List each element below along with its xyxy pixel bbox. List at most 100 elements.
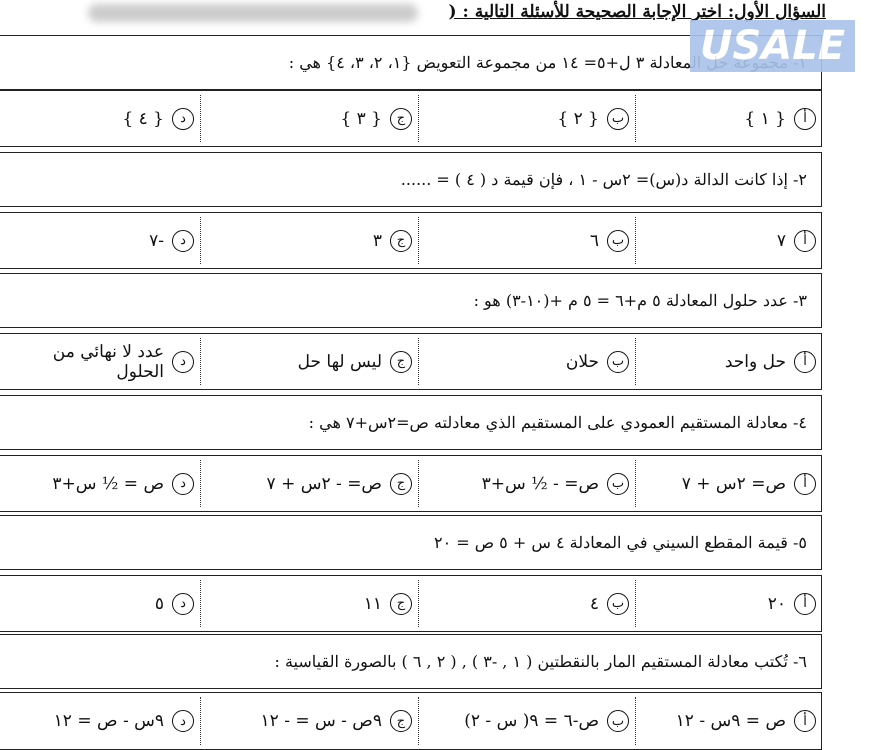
option-letter: ج — [390, 350, 412, 373]
option-text: { ٣ } — [340, 108, 382, 129]
option-letter: ب — [607, 350, 629, 373]
option-text: ١١ — [363, 593, 382, 614]
question-text: ٤- معادلة المستقيم العمودي على المستقيم … — [0, 395, 822, 450]
option-text: ص = ٩س - ١٢ — [675, 711, 786, 731]
option: أ ص= ٢س + ٧ — [635, 456, 822, 511]
option: د -٧ — [0, 213, 200, 268]
option-letter: أ — [794, 107, 816, 130]
option-text: ص = ½ س+٣ — [52, 473, 164, 494]
option-letter: د — [172, 350, 194, 373]
option-text: ٧ — [776, 230, 786, 251]
option-text: ٩ص - س = - ١٢ — [260, 711, 382, 731]
separator — [418, 217, 419, 264]
separator — [200, 580, 201, 627]
options-row: أ حل واحد ب حلان ج ليس لها حل د عدد لا نهائي من… — [0, 333, 822, 390]
option-text: { ٢ } — [557, 108, 599, 129]
options-row: أ { ١ } ب { ٢ } ج { ٣ } د { ٤ } — [0, 90, 822, 147]
option: أ حل واحد — [635, 334, 822, 389]
option-letter: د — [172, 107, 194, 130]
option: أ { ١ } — [635, 91, 822, 146]
option-text: ٦ — [589, 230, 599, 251]
question-text: ٣- عدد حلول المعادلة ٥ م+٦ = ٥ م +(١٠-٣)… — [0, 273, 822, 328]
option-letter: د — [172, 710, 194, 732]
header-title: السؤال الأول: اختر الإجابة الصحيحة للأسئ… — [448, 2, 826, 22]
option: ب ص= - ½ س+٣ — [418, 456, 635, 511]
option-text: عدد لا نهائي من الحلول — [52, 341, 165, 382]
option-letter: ب — [607, 710, 629, 732]
option-letter: ب — [607, 592, 629, 615]
option-text: ص= - ٢س + ٧ — [266, 473, 382, 494]
option: ب { ٢ } — [418, 91, 635, 146]
option-text: -٧ — [149, 230, 164, 251]
option: ج { ٣ } — [200, 91, 418, 146]
separator — [200, 460, 201, 507]
separator — [200, 95, 201, 142]
option-letter: د — [172, 229, 194, 252]
option: أ ص = ٩س - ١٢ — [635, 693, 822, 749]
option: د عدد لا نهائي من الحلول — [0, 334, 200, 389]
option-letter: ب — [607, 107, 629, 130]
option: ب حلان — [418, 334, 635, 389]
option-text: ص= - ½ س+٣ — [481, 473, 599, 494]
option-letter: ج — [390, 229, 412, 252]
separator — [418, 460, 419, 507]
redaction — [88, 4, 418, 22]
option-letter: د — [172, 592, 194, 615]
separator — [418, 338, 419, 385]
separator — [635, 338, 636, 385]
separator — [635, 217, 636, 264]
option-text: ٣ — [372, 230, 382, 251]
separator — [418, 580, 419, 627]
separator — [200, 697, 201, 745]
option-letter: أ — [794, 710, 816, 732]
options-row: أ ص = ٩س - ١٢ ب ص-٦ = ٩( س - ٢) ج ٩ص - س = - … — [0, 692, 822, 750]
option: د ص = ½ س+٣ — [0, 456, 200, 511]
option-letter: أ — [794, 350, 816, 373]
question-text: ٢- إذا كانت الدالة د(س)= ٢س - ١ ، فإن قي… — [0, 152, 822, 207]
option-letter: ج — [390, 710, 412, 732]
separator — [635, 95, 636, 142]
option-text: ٥ — [154, 593, 164, 614]
option: ج ليس لها حل — [200, 334, 418, 389]
separator — [418, 95, 419, 142]
option-letter: ج — [390, 472, 412, 495]
option-text: ص-٦ = ٩( س - ٢) — [464, 711, 599, 731]
watermark: USALE — [690, 20, 855, 72]
separator — [635, 697, 636, 745]
option: ج ١١ — [200, 576, 418, 631]
options-row: أ ٧ ب ٦ ج ٣ د -٧ — [0, 212, 822, 269]
option-letter: ج — [390, 107, 412, 130]
option-text: ٢٠ — [767, 593, 786, 614]
option-letter: د — [172, 472, 194, 495]
separator — [635, 580, 636, 627]
option-letter: ج — [390, 592, 412, 615]
question-text: ٥- قيمة المقطع السيني في المعادلة ٤ س + … — [0, 515, 822, 570]
option: ج ص= - ٢س + ٧ — [200, 456, 418, 511]
option: د ٩س - ص = ١٢ — [0, 693, 200, 749]
option-letter: أ — [794, 472, 816, 495]
option: ج ٩ص - س = - ١٢ — [200, 693, 418, 749]
options-row: أ ص= ٢س + ٧ ب ص= - ½ س+٣ ج ص= - ٢س + ٧ د ص = ½ … — [0, 455, 822, 512]
option-text: حل واحد — [724, 351, 786, 372]
separator — [200, 217, 201, 264]
question-text: ٦- تُكتب معادلة المستقيم المار بالنقطتين… — [0, 634, 822, 689]
options-row: أ ٢٠ ب ٤ ج ١١ د ٥ — [0, 575, 822, 632]
separator — [418, 697, 419, 745]
option-text: { ٤ } — [122, 108, 164, 129]
option-letter: أ — [794, 229, 816, 252]
option-text: حلان — [565, 351, 599, 372]
separator — [200, 338, 201, 385]
option-text: ص= ٢س + ٧ — [681, 473, 786, 494]
option-text: ليس لها حل — [297, 351, 382, 372]
option-letter: ب — [607, 229, 629, 252]
option: أ ٢٠ — [635, 576, 822, 631]
option-text: { ١ } — [744, 108, 786, 129]
option: ب ص-٦ = ٩( س - ٢) — [418, 693, 635, 749]
option-text: ٩س - ص = ١٢ — [53, 711, 164, 731]
